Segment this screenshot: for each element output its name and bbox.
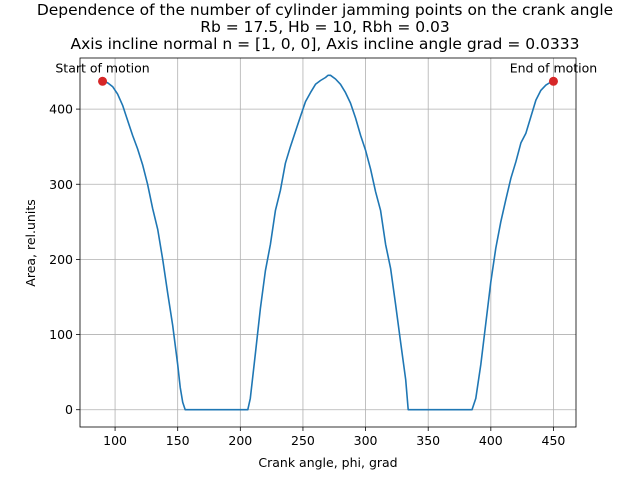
- y-tick-label: 100: [49, 327, 73, 342]
- x-axis-label: Crank angle, phi, grad: [258, 455, 397, 470]
- motion-marker: [98, 76, 108, 86]
- x-tick-label: 150: [166, 433, 190, 448]
- annotation-label: Start of motion: [55, 60, 149, 75]
- motion-marker: [548, 76, 558, 86]
- annotation-label: End of motion: [510, 60, 598, 75]
- x-tick-label: 100: [103, 433, 127, 448]
- series-line-0: [102, 74, 554, 411]
- x-tick-label: 450: [542, 433, 566, 448]
- x-tick-label: 250: [291, 433, 315, 448]
- axes-frame: [79, 57, 577, 428]
- x-tick-label: 200: [228, 433, 252, 448]
- chart-title-line-1: Dependence of the number of cylinder jam…: [37, 1, 613, 19]
- x-tick-label: 400: [479, 433, 503, 448]
- x-tick-label: 300: [354, 433, 378, 448]
- plot-area: [102, 74, 554, 411]
- ticks: 100 150 200 250 300 350 400 450 0 100 200 300 400: [49, 102, 565, 448]
- y-tick-label: 300: [49, 177, 73, 192]
- y-axis-label: Area, rel.units: [23, 199, 38, 286]
- y-tick-label: 400: [49, 102, 73, 117]
- x-tick-label: 350: [416, 433, 440, 448]
- chart-title-line-2: Rb = 17.5, Hb = 10, Rbh = 0.03: [200, 18, 450, 36]
- y-tick-label: 0: [65, 402, 73, 417]
- y-tick-label: 200: [49, 252, 73, 267]
- chart-title-line-3: Axis incline normal n = [1, 0, 0], Axis …: [71, 35, 580, 53]
- annotations: Start of motion End of motion: [55, 60, 597, 86]
